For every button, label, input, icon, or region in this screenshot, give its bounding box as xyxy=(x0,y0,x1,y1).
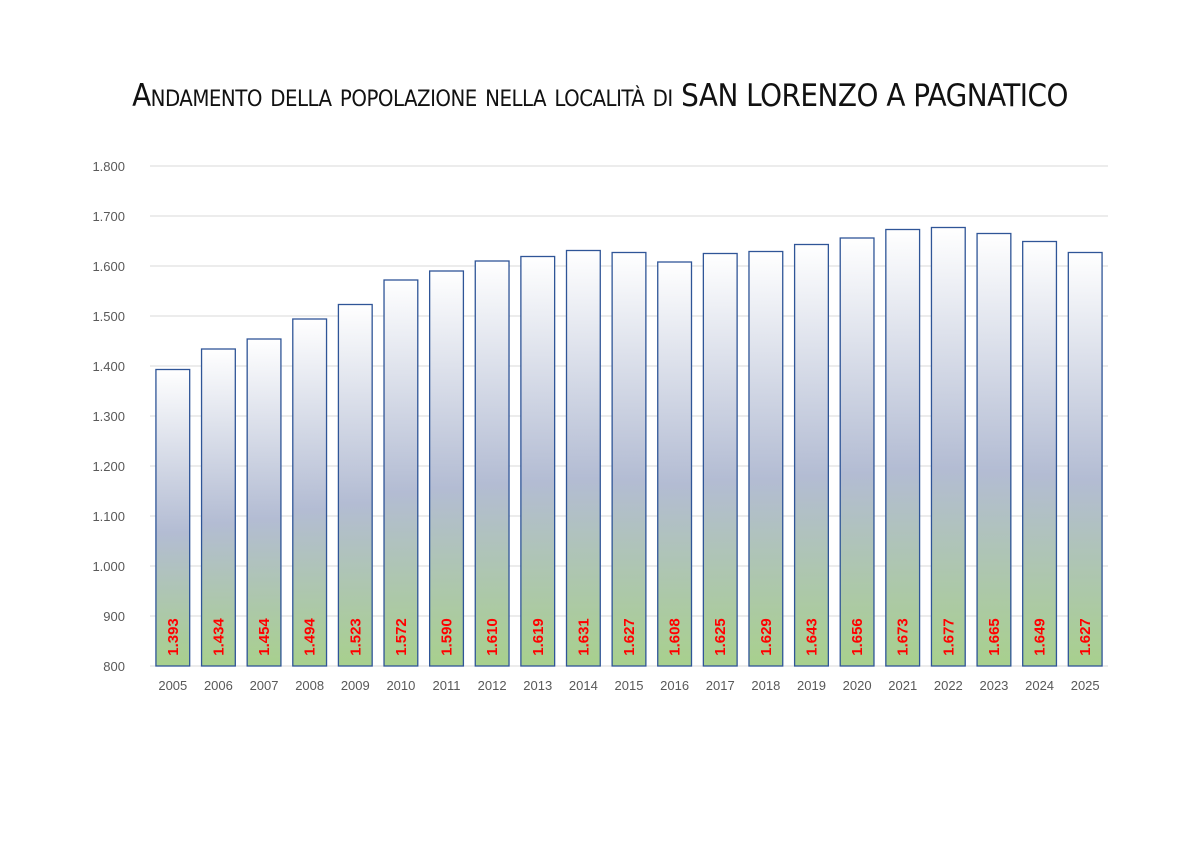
bar-2011 xyxy=(428,270,465,667)
data-label-2008: 1.494 xyxy=(302,618,319,656)
data-label-2011: 1.590 xyxy=(439,618,456,656)
data-label-2025: 1.627 xyxy=(1077,618,1094,656)
data-label-2021: 1.673 xyxy=(895,618,912,656)
bar-2017 xyxy=(702,252,738,667)
data-label-2017: 1.625 xyxy=(712,618,729,656)
x-tick-label-2009: 2009 xyxy=(341,678,370,693)
data-label-2019: 1.643 xyxy=(803,618,820,656)
data-label-2013: 1.619 xyxy=(530,618,547,656)
x-tick-label-2010: 2010 xyxy=(386,678,415,693)
chart-title: Andamento della popolazione nella locali… xyxy=(132,78,1068,114)
x-tick-label-2016: 2016 xyxy=(660,678,689,693)
bar-2015 xyxy=(611,251,647,667)
data-label-2020: 1.656 xyxy=(849,618,866,656)
x-tick-label-2019: 2019 xyxy=(797,678,826,693)
data-label-2012: 1.610 xyxy=(484,618,501,656)
bar-2008 xyxy=(292,318,328,667)
bar-2023 xyxy=(976,232,1012,667)
y-tick-label: 1.500 xyxy=(92,309,125,324)
y-tick-label: 1.200 xyxy=(92,459,125,474)
bar-2010 xyxy=(383,279,419,667)
data-label-2005: 1.393 xyxy=(165,618,182,656)
data-label-2007: 1.454 xyxy=(256,618,273,656)
y-tick-label: 1.000 xyxy=(92,559,125,574)
data-label-2010: 1.572 xyxy=(393,618,410,656)
y-tick-label: 1.700 xyxy=(92,209,125,224)
bar-2014 xyxy=(565,249,601,667)
data-label-2014: 1.631 xyxy=(575,618,592,656)
x-tick-label-2007: 2007 xyxy=(250,678,279,693)
bar-2016 xyxy=(657,261,693,667)
data-label-2022: 1.677 xyxy=(940,618,957,656)
x-tick-label-2025: 2025 xyxy=(1071,678,1100,693)
y-tick-label: 1.600 xyxy=(92,259,125,274)
x-tick-label-2018: 2018 xyxy=(751,678,780,693)
bar-2007 xyxy=(246,338,282,667)
data-label-2006: 1.434 xyxy=(210,618,227,656)
data-label-2015: 1.627 xyxy=(621,618,638,656)
x-tick-label-2008: 2008 xyxy=(295,678,324,693)
bar-2024 xyxy=(1022,240,1058,667)
bar-2006 xyxy=(200,348,236,667)
x-tick-label-2021: 2021 xyxy=(888,678,917,693)
bar-2005 xyxy=(155,368,191,667)
bar-2013 xyxy=(520,255,556,667)
x-tick-label-2005: 2005 xyxy=(158,678,187,693)
y-axis-tick-labels: 800 900 1.000 1.100 1.200 1.300 1.400 1.500 1.60… xyxy=(92,159,125,674)
y-tick-label: 1.400 xyxy=(92,359,125,374)
x-tick-label-2011: 2011 xyxy=(433,678,461,693)
bar-2025 xyxy=(1067,251,1103,667)
x-tick-label-2023: 2023 xyxy=(979,678,1008,693)
y-tick-label: 900 xyxy=(103,609,125,624)
x-axis-tick-labels: 2005 2006 2007 2008 2009 2010 2011 2012 2013 2014… xyxy=(158,678,1099,693)
x-tick-label-2014: 2014 xyxy=(569,678,598,693)
x-tick-label-2022: 2022 xyxy=(934,678,963,693)
bar-2020 xyxy=(839,237,875,667)
bar-2021 xyxy=(885,228,921,667)
x-tick-label-2013: 2013 xyxy=(523,678,552,693)
bar-2009 xyxy=(337,303,373,667)
x-tick-label-2015: 2015 xyxy=(615,678,644,693)
data-label-2009: 1.523 xyxy=(347,618,364,656)
bars: 1.393 1.434 1.454 1.494 1.523 1.572 1.590 1.610… xyxy=(155,226,1103,667)
bar-2022 xyxy=(930,226,966,667)
x-tick-label-2024: 2024 xyxy=(1025,678,1054,693)
bar-2012 xyxy=(474,260,510,667)
data-label-2016: 1.608 xyxy=(667,618,684,656)
x-tick-label-2012: 2012 xyxy=(478,678,507,693)
y-tick-label: 1.100 xyxy=(92,509,125,524)
y-tick-label: 1.300 xyxy=(92,409,125,424)
bar-2018 xyxy=(748,250,784,667)
x-tick-label-2006: 2006 xyxy=(204,678,233,693)
data-label-2018: 1.629 xyxy=(758,618,775,656)
data-label-2024: 1.649 xyxy=(1032,618,1049,656)
y-tick-label: 1.800 xyxy=(92,159,125,174)
data-label-2023: 1.665 xyxy=(986,618,1003,656)
x-tick-label-2017: 2017 xyxy=(706,678,735,693)
x-tick-label-2020: 2020 xyxy=(843,678,872,693)
bar-2019 xyxy=(793,243,830,667)
y-tick-label: 800 xyxy=(103,659,125,674)
